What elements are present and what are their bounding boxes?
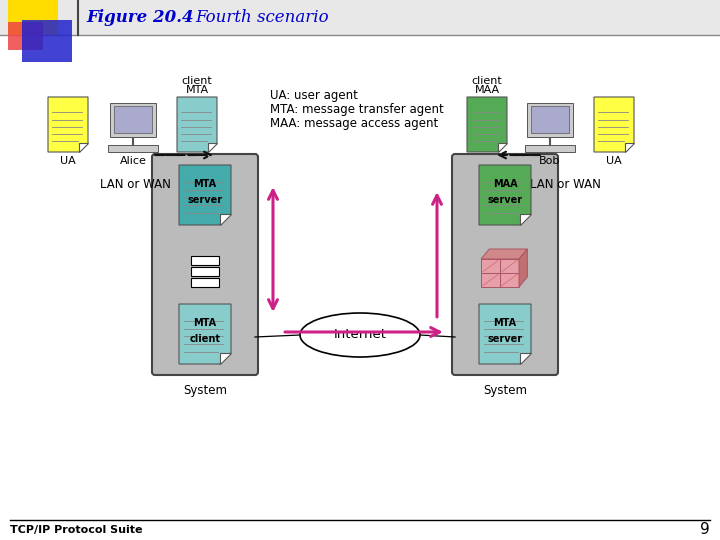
FancyBboxPatch shape [114, 106, 152, 133]
Text: Alice: Alice [120, 156, 146, 166]
Text: Figure 20.4: Figure 20.4 [86, 10, 194, 26]
FancyBboxPatch shape [500, 273, 519, 287]
Polygon shape [479, 304, 531, 364]
Polygon shape [625, 143, 634, 152]
Text: Bob: Bob [539, 156, 561, 166]
Text: System: System [183, 384, 227, 397]
FancyBboxPatch shape [191, 256, 219, 265]
Text: Fourth scenario: Fourth scenario [195, 10, 328, 26]
Text: client: client [189, 334, 220, 344]
Text: LAN or WAN: LAN or WAN [530, 179, 601, 192]
FancyBboxPatch shape [500, 259, 519, 273]
Text: server: server [487, 334, 523, 344]
Text: server: server [187, 195, 222, 205]
FancyBboxPatch shape [108, 145, 158, 152]
Polygon shape [220, 213, 231, 225]
Text: client: client [181, 76, 212, 86]
Text: Internet: Internet [333, 328, 387, 341]
Polygon shape [520, 353, 531, 364]
Bar [8, 22, 43, 50]
FancyBboxPatch shape [481, 259, 500, 273]
Text: MTA: MTA [194, 318, 217, 328]
Text: MAA: MAA [492, 179, 517, 189]
Text: MTA: MTA [194, 179, 217, 189]
FancyBboxPatch shape [152, 154, 258, 375]
Text: System: System [483, 384, 527, 397]
Polygon shape [179, 165, 231, 225]
FancyBboxPatch shape [531, 106, 569, 133]
Polygon shape [520, 213, 531, 225]
Polygon shape [519, 249, 527, 287]
FancyBboxPatch shape [481, 273, 500, 287]
FancyBboxPatch shape [526, 145, 575, 152]
Text: server: server [487, 195, 523, 205]
Polygon shape [481, 249, 527, 259]
Polygon shape [79, 143, 88, 152]
Ellipse shape [300, 313, 420, 357]
Text: MTA: MTA [186, 85, 209, 95]
Text: MAA: message access agent: MAA: message access agent [270, 117, 438, 130]
Text: UA: UA [606, 156, 622, 166]
Polygon shape [177, 97, 217, 152]
Text: client: client [472, 76, 503, 86]
FancyBboxPatch shape [452, 154, 558, 375]
Text: MAA: MAA [474, 85, 500, 95]
Text: TCP/IP Protocol Suite: TCP/IP Protocol Suite [10, 525, 143, 535]
Polygon shape [48, 97, 88, 152]
Polygon shape [208, 143, 217, 152]
Polygon shape [498, 143, 507, 152]
Text: LAN or WAN: LAN or WAN [100, 179, 171, 192]
Bar [0, 0, 720, 35]
Text: 9: 9 [701, 523, 710, 537]
FancyBboxPatch shape [191, 267, 219, 276]
Polygon shape [594, 97, 634, 152]
Bar [22, 20, 72, 62]
Text: UA: user agent: UA: user agent [270, 89, 358, 102]
Bar [8, 0, 58, 35]
Polygon shape [467, 97, 507, 152]
Text: MTA: MTA [493, 318, 516, 328]
Polygon shape [220, 353, 231, 364]
FancyBboxPatch shape [109, 103, 156, 137]
Polygon shape [479, 165, 531, 225]
FancyBboxPatch shape [191, 278, 219, 287]
Polygon shape [179, 304, 231, 364]
Text: MTA: message transfer agent: MTA: message transfer agent [270, 103, 444, 116]
FancyBboxPatch shape [526, 103, 573, 137]
Text: UA: UA [60, 156, 76, 166]
